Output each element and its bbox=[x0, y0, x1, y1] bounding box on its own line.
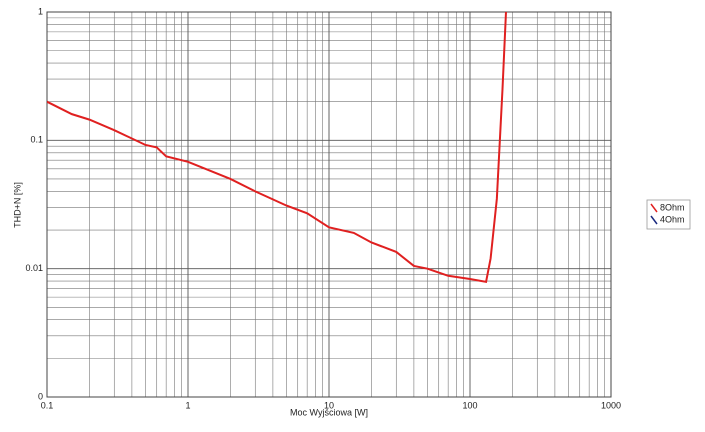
y-axis-label: THD+N [%] bbox=[12, 182, 22, 228]
legend-label: 8Ohm bbox=[660, 202, 685, 212]
legend-label: 4Ohm bbox=[660, 214, 685, 224]
y-tick-label: 0.1 bbox=[30, 135, 43, 145]
x-tick-label: 100 bbox=[462, 400, 477, 410]
x-tick-label: 10 bbox=[324, 400, 334, 410]
plot-frame bbox=[46, 11, 612, 398]
series-line bbox=[47, 12, 507, 283]
y-tick-label: 0 bbox=[38, 391, 43, 401]
x-tick-label: 1 bbox=[185, 400, 190, 410]
legend-swatch bbox=[650, 203, 658, 213]
y-tick-label: 1 bbox=[38, 6, 43, 16]
legend-swatch bbox=[650, 215, 658, 225]
legend-box bbox=[646, 199, 691, 230]
x-tick-label: 1000 bbox=[601, 400, 621, 410]
x-axis-label: Moc Wyjściowa [W] bbox=[290, 407, 368, 417]
y-tick-label: 0.01 bbox=[25, 263, 43, 273]
x-tick-label: 0.1 bbox=[41, 400, 54, 410]
